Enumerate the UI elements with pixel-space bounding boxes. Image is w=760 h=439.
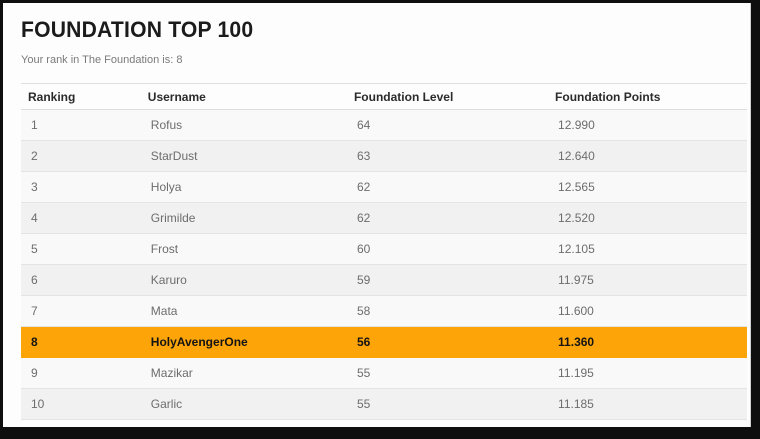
cell-level: 62 xyxy=(356,211,371,225)
cell-username: Garlic xyxy=(150,397,183,411)
cell-points: 11.600 xyxy=(558,304,594,318)
table-row: 7 Mata 58 11.600 xyxy=(21,295,747,327)
page-frame: FOUNDATION TOP 100 Your rank in The Foun… xyxy=(3,3,751,427)
cell-username: StarDust xyxy=(150,149,198,163)
cell-ranking: 8 xyxy=(31,335,38,349)
table-body: 1 Rofus 64 12.990 2 StarDust 63 12.640 3 Holya 62 1… xyxy=(21,109,747,420)
cell-ranking: 10 xyxy=(31,397,45,411)
cell-points: 11.975 xyxy=(558,273,594,287)
cell-points: 12.520 xyxy=(558,211,595,225)
cell-username: HolyAvengerOne xyxy=(150,335,248,349)
cell-ranking: 7 xyxy=(31,304,38,318)
user-rank-subtitle: Your rank in The Foundation is: 8 xyxy=(21,54,183,66)
cell-ranking: 6 xyxy=(31,273,38,287)
table-row: 4 Grimilde 62 12.520 xyxy=(21,202,747,234)
cell-ranking: 3 xyxy=(31,180,38,194)
cell-level: 60 xyxy=(356,242,371,256)
page-title: FOUNDATION TOP 100 xyxy=(21,17,254,42)
cell-points: 12.640 xyxy=(558,149,595,163)
cell-points: 11.195 xyxy=(558,366,594,380)
cell-username: Holya xyxy=(150,180,182,194)
cell-username: Mazikar xyxy=(150,366,193,380)
cell-ranking: 5 xyxy=(31,242,38,256)
cell-points: 12.105 xyxy=(558,242,595,256)
table-row-highlighted: 8 HolyAvengerOne 56 11.360 xyxy=(21,326,747,358)
cell-level: 64 xyxy=(356,118,371,132)
table-row: 3 Holya 62 12.565 xyxy=(21,171,747,203)
table-row: 9 Mazikar 55 11.195 xyxy=(21,357,747,389)
cell-level: 59 xyxy=(356,273,371,287)
column-header-ranking: Ranking xyxy=(28,89,76,104)
cell-points: 12.565 xyxy=(558,180,595,194)
cell-ranking: 4 xyxy=(31,211,38,225)
cell-username: Mata xyxy=(150,304,178,318)
cell-level: 56 xyxy=(356,335,371,349)
cell-level: 55 xyxy=(356,366,371,380)
leaderboard-panel: FOUNDATION TOP 100 Your rank in The Foun… xyxy=(3,3,750,420)
table-header-row: Ranking Username Foundation Level Foundatio… xyxy=(21,83,747,110)
cell-points: 12.990 xyxy=(558,118,595,132)
cell-username: Grimilde xyxy=(150,211,196,225)
cell-ranking: 1 xyxy=(31,118,38,132)
column-header-username: Username xyxy=(147,89,206,104)
cell-level: 63 xyxy=(356,149,371,163)
cell-username: Karuro xyxy=(150,273,187,287)
table-row: 1 Rofus 64 12.990 xyxy=(21,109,747,141)
column-header-foundation-points: Foundation Points xyxy=(555,89,661,104)
cell-username: Rofus xyxy=(150,118,183,132)
table-row: 10 Garlic 55 11.185 xyxy=(21,388,747,420)
cell-level: 62 xyxy=(356,180,371,194)
cell-points: 11.185 xyxy=(558,397,594,411)
table-row: 5 Frost 60 12.105 xyxy=(21,233,747,265)
cell-ranking: 2 xyxy=(31,149,38,163)
column-header-foundation-level: Foundation Level xyxy=(353,89,454,104)
cell-level: 58 xyxy=(356,304,371,318)
table-row: 6 Karuro 59 11.975 xyxy=(21,264,747,296)
cell-points: 11.360 xyxy=(558,335,595,349)
table-row: 2 StarDust 63 12.640 xyxy=(21,140,747,172)
cell-ranking: 9 xyxy=(31,366,38,380)
cell-level: 55 xyxy=(356,397,371,411)
cell-username: Frost xyxy=(150,242,179,256)
leaderboard-table: Ranking Username Foundation Level Foundatio… xyxy=(21,83,747,420)
